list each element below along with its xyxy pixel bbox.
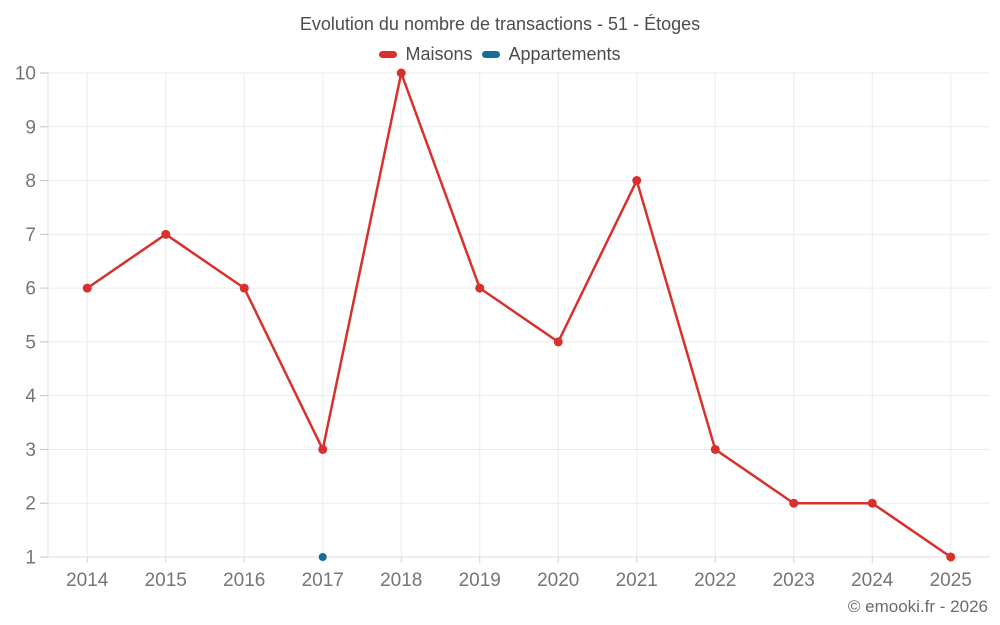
x-axis-label-2018: 2018: [380, 570, 422, 591]
chart-title: Evolution du nombre de transactions - 51…: [299, 14, 701, 34]
data-point-maisons-2022[interactable]: [710, 444, 720, 454]
x-axis-label-2016: 2016: [223, 570, 265, 591]
data-point-maisons-2023[interactable]: [789, 498, 799, 508]
y-axis-label-1: 1: [25, 548, 36, 569]
data-point-maisons-2021[interactable]: [632, 176, 642, 186]
x-axis-label-2022: 2022: [694, 570, 736, 591]
series-line-maisons: [86, 71, 952, 559]
x-axis-label-2020: 2020: [537, 570, 579, 591]
data-point-maisons-2017[interactable]: [318, 444, 328, 454]
x-axis-label-2024: 2024: [851, 570, 894, 591]
y-axis-label-7: 7: [25, 225, 36, 246]
y-axis-label-9: 9: [25, 117, 36, 138]
y-axis-label-3: 3: [25, 440, 36, 461]
y-axis-label-10: 10: [15, 64, 36, 85]
data-point-maisons-2020[interactable]: [553, 337, 563, 347]
data-point-maisons-2018[interactable]: [396, 68, 406, 78]
y-axis-label-2: 2: [25, 494, 36, 515]
legend-item-appartements[interactable]: Appartements: [482, 44, 621, 65]
y-axis-label-8: 8: [25, 171, 36, 192]
chart-legend: Maisons Appartements: [0, 44, 1000, 65]
y-axis-label-4: 4: [25, 386, 36, 407]
data-point-maisons-2025[interactable]: [946, 552, 956, 562]
x-axis-label-2025: 2025: [930, 570, 972, 591]
data-point-maisons-2016[interactable]: [239, 283, 249, 293]
legend-label-maisons: Maisons: [405, 44, 473, 64]
data-point-appartements-2017[interactable]: [318, 553, 327, 561]
appartements-series-swatch-icon: [482, 51, 501, 58]
x-axis-label-2023: 2023: [773, 570, 815, 591]
x-axis-label-2019: 2019: [459, 570, 501, 591]
x-axis-label-2017: 2017: [302, 570, 344, 591]
data-point-maisons-2019[interactable]: [475, 283, 485, 293]
data-point-maisons-2015[interactable]: [161, 229, 171, 239]
x-axis-label-2021: 2021: [616, 570, 658, 591]
maisons-series-swatch-icon: [379, 51, 398, 58]
x-axis-label-2014: 2014: [66, 570, 109, 591]
legend-label-appartements: Appartements: [508, 44, 621, 64]
y-axis-label-6: 6: [25, 279, 36, 300]
data-point-maisons-2024[interactable]: [867, 498, 877, 508]
copyright-text: © emooki.fr - 2026: [847, 597, 988, 616]
legend-item-maisons[interactable]: Maisons: [379, 44, 472, 65]
x-axis-label-2015: 2015: [145, 570, 187, 591]
y-axis-label-5: 5: [25, 332, 36, 353]
data-point-maisons-2014[interactable]: [82, 283, 92, 293]
